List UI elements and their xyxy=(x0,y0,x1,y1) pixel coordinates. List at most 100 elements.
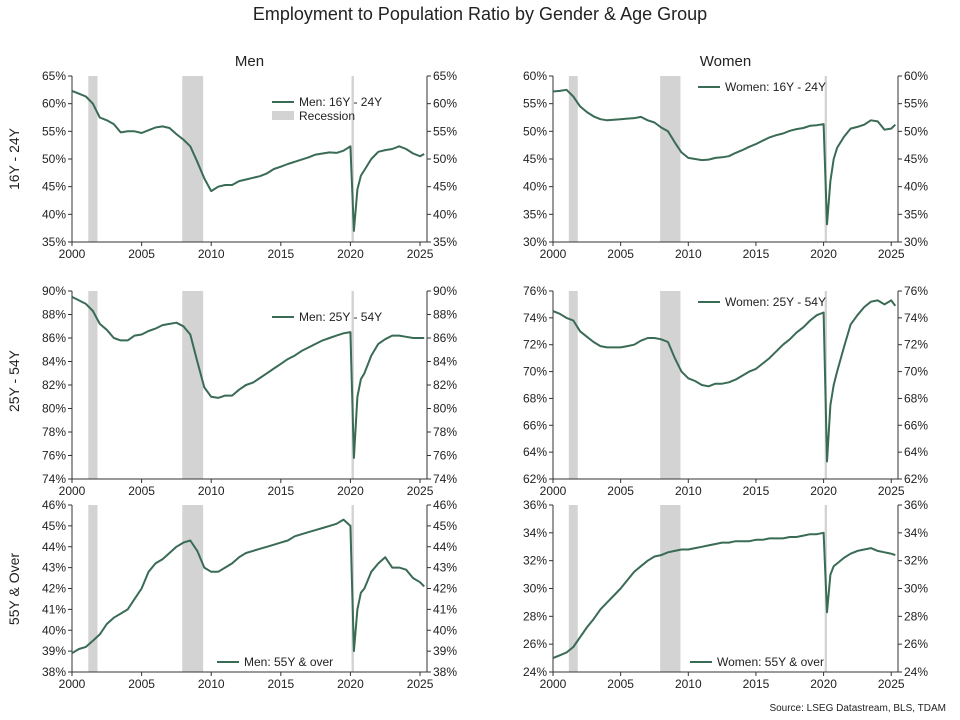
recession-band xyxy=(568,76,578,242)
y-tick-label-left: 40% xyxy=(523,180,547,194)
y-tick-label-left: 40% xyxy=(42,207,66,221)
x-tick-label: 2020 xyxy=(810,677,837,691)
recession-band xyxy=(660,505,681,672)
x-tick-label: 2000 xyxy=(540,677,567,691)
y-tick-label-right: 40% xyxy=(433,207,457,221)
panel-men-55-over: 38% 38% 39% 39% 40% 40% 41% 41% 42% 42% 43% 43% 44% 4… xyxy=(42,498,457,691)
legend-label: Women: 16Y - 24Y xyxy=(725,80,826,94)
y-tick-label-left: 24% xyxy=(523,665,547,679)
x-tick-label: 2005 xyxy=(607,247,634,261)
y-tick-label-left: 26% xyxy=(523,637,547,651)
y-tick-label-left: 50% xyxy=(523,124,547,138)
y-tick-label-right: 38% xyxy=(433,665,457,679)
y-tick-label-left: 45% xyxy=(523,152,547,166)
y-tick-label-right: 40% xyxy=(904,180,928,194)
y-tick-label-right: 45% xyxy=(904,152,928,166)
y-tick-label-right: 42% xyxy=(433,582,457,596)
chart-title: Employment to Population Ratio by Gender… xyxy=(252,4,708,24)
y-tick-label-right: 50% xyxy=(433,152,457,166)
y-tick-label-left: 30% xyxy=(523,582,547,596)
y-tick-label-left: 76% xyxy=(42,449,66,463)
y-tick-label-right: 32% xyxy=(904,554,928,568)
y-tick-label-right: 62% xyxy=(904,472,928,486)
series-line xyxy=(552,531,896,660)
y-tick-label-left: 90% xyxy=(42,284,66,298)
y-tick-label-left: 62% xyxy=(523,472,547,486)
x-tick-label: 2025 xyxy=(878,484,905,498)
y-tick-label-right: 28% xyxy=(904,609,928,623)
x-tick-label: 2025 xyxy=(878,247,905,261)
y-tick-label-left: 34% xyxy=(523,526,547,540)
y-tick-label-left: 42% xyxy=(42,582,66,596)
y-tick-label-left: 86% xyxy=(42,331,66,345)
y-tick-label-right: 26% xyxy=(904,637,928,651)
x-tick-label: 2000 xyxy=(59,247,86,261)
x-tick-label: 2015 xyxy=(267,247,294,261)
y-tick-label-right: 34% xyxy=(904,526,928,540)
y-tick-label-right: 41% xyxy=(433,602,457,616)
panel-women-55-over: 24% 24% 26% 26% 28% 28% 30% 30% 32% 32% 34% 34% 36% 3… xyxy=(523,498,928,691)
y-tick-label-left: 38% xyxy=(42,665,66,679)
y-tick-label-right: 36% xyxy=(904,498,928,512)
recession-band xyxy=(88,76,98,242)
x-tick-label: 2020 xyxy=(337,484,364,498)
y-tick-label-left: 80% xyxy=(42,402,66,416)
x-tick-label: 2025 xyxy=(878,677,905,691)
y-tick-label-left: 68% xyxy=(523,391,547,405)
recession-band xyxy=(660,76,681,242)
y-tick-label-left: 60% xyxy=(523,69,547,83)
y-tick-label-left: 39% xyxy=(42,644,66,658)
y-tick-label-left: 64% xyxy=(523,445,547,459)
y-tick-label-right: 46% xyxy=(433,498,457,512)
y-tick-label-left: 41% xyxy=(42,602,66,616)
panel-women-16-24: 30% 30% 35% 35% 40% 40% 45% 45% 50% 50% 55% 55% 60% 6… xyxy=(523,69,928,261)
y-tick-label-right: 35% xyxy=(904,207,928,221)
y-tick-label-left: 35% xyxy=(42,235,66,249)
y-tick-label-right: 76% xyxy=(904,284,928,298)
y-tick-label-right: 50% xyxy=(904,124,928,138)
y-tick-label-right: 64% xyxy=(904,445,928,459)
panel-women-25-54: 62% 62% 64% 64% 66% 66% 68% 68% 70% 70% 72% 72% 74% 7… xyxy=(523,284,928,498)
x-tick-label: 2015 xyxy=(743,484,770,498)
y-tick-label-left: 35% xyxy=(523,207,547,221)
x-tick-label: 2015 xyxy=(267,484,294,498)
y-tick-label-left: 60% xyxy=(42,97,66,111)
y-tick-label-left: 55% xyxy=(42,124,66,138)
series-line xyxy=(71,296,425,459)
recession-band xyxy=(88,505,98,672)
y-tick-label-right: 90% xyxy=(433,284,457,298)
y-tick-label-left: 74% xyxy=(42,472,66,486)
recession-band xyxy=(568,291,578,479)
y-tick-label-right: 65% xyxy=(433,69,457,83)
x-tick-label: 2010 xyxy=(675,677,702,691)
y-tick-label-right: 43% xyxy=(433,561,457,575)
y-tick-label-right: 24% xyxy=(904,665,928,679)
y-tick-label-left: 45% xyxy=(42,519,66,533)
y-tick-label-right: 44% xyxy=(433,540,457,554)
y-tick-label-left: 44% xyxy=(42,540,66,554)
y-tick-label-left: 32% xyxy=(523,554,547,568)
y-tick-label-right: 80% xyxy=(433,402,457,416)
x-tick-label: 2025 xyxy=(407,677,434,691)
y-tick-label-right: 68% xyxy=(904,391,928,405)
y-tick-label-left: 82% xyxy=(42,378,66,392)
legend-label: Women: 25Y - 54Y xyxy=(725,295,826,309)
y-tick-label-right: 30% xyxy=(904,582,928,596)
recession-band xyxy=(568,505,578,672)
y-tick-label-right: 86% xyxy=(433,331,457,345)
y-tick-label-left: 66% xyxy=(523,418,547,432)
column-header-women: Women xyxy=(699,53,752,70)
y-tick-label-left: 28% xyxy=(523,609,547,623)
x-tick-label: 2005 xyxy=(128,247,155,261)
y-tick-label-right: 45% xyxy=(433,180,457,194)
y-tick-label-left: 36% xyxy=(523,498,547,512)
y-tick-label-left: 74% xyxy=(523,311,547,325)
y-tick-label-right: 35% xyxy=(433,235,457,249)
y-tick-label-left: 88% xyxy=(42,308,66,322)
y-tick-label-right: 66% xyxy=(904,418,928,432)
y-tick-label-right: 78% xyxy=(433,425,457,439)
y-tick-label-right: 60% xyxy=(904,69,928,83)
x-tick-label: 2005 xyxy=(607,484,634,498)
x-tick-label: 2005 xyxy=(607,677,634,691)
series-line xyxy=(552,299,897,463)
